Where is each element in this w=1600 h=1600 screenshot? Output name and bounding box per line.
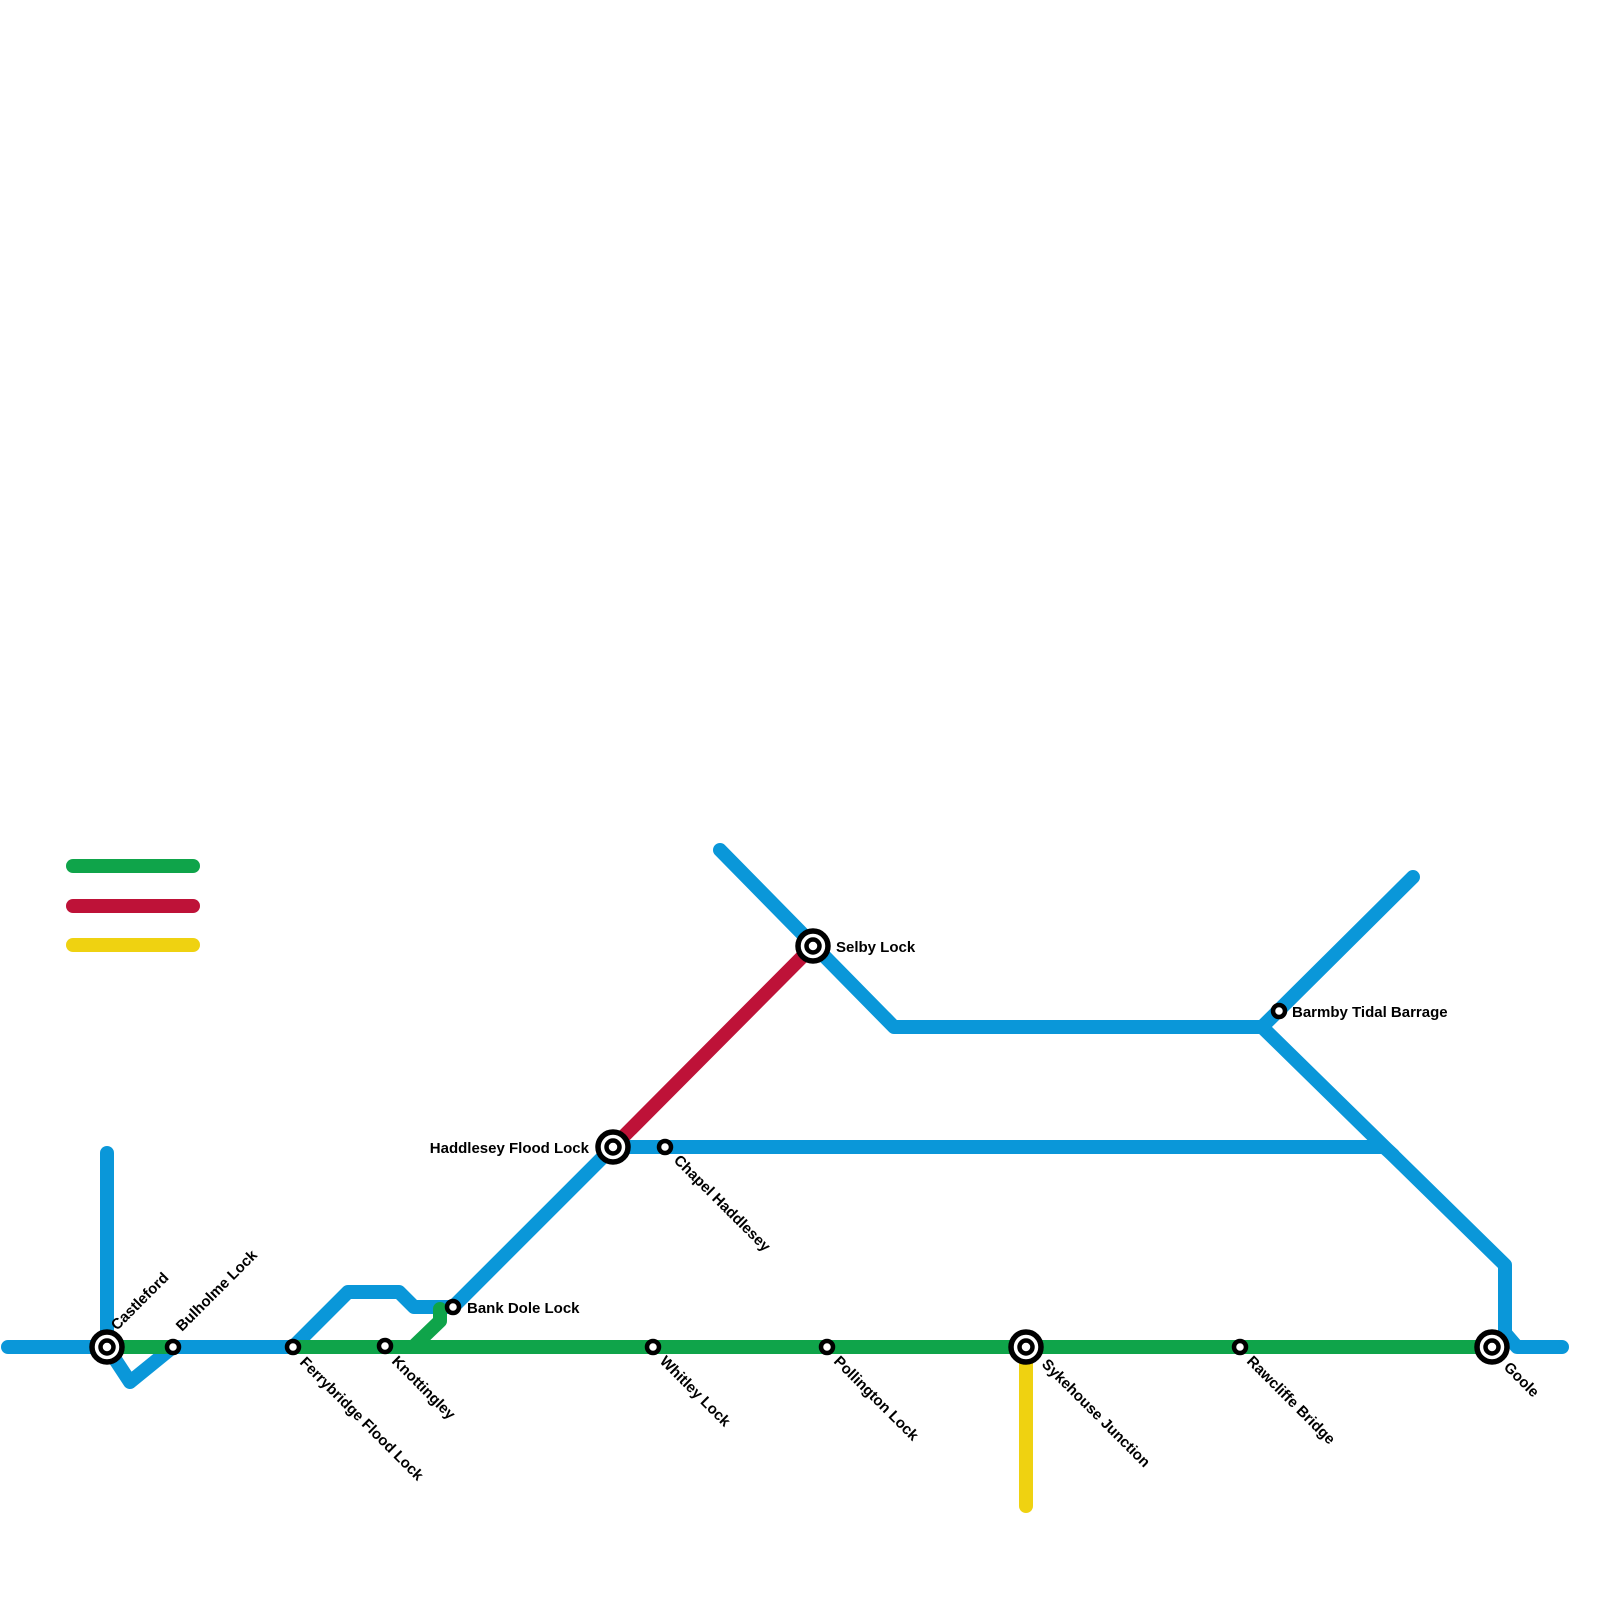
station-label-sykehouse-junction: Sykehouse Junction (1038, 1356, 1153, 1471)
stop-marker (164, 1338, 182, 1356)
interchange-marker-inner (98, 1338, 116, 1356)
line-selby-canal (606, 939, 820, 1154)
stop-marker (444, 1298, 462, 1316)
station-label-castleford: Castleford (108, 1269, 172, 1333)
station-chapel-haddlesey[interactable]: Chapel Haddlesey (656, 1138, 774, 1256)
interchange-marker-inner (1017, 1338, 1035, 1356)
line-river-ouse-upper-branch (1255, 870, 1420, 1034)
station-label-whitley-lock: Whitley Lock (656, 1353, 734, 1431)
station-bulholme-lock[interactable]: Bulholme Lock (164, 1246, 262, 1356)
station-label-selby-lock: Selby Lock (836, 939, 916, 956)
interchange-marker-inner (604, 1138, 622, 1156)
station-label-bank-dole-lock: Bank Dole Lock (467, 1300, 580, 1317)
station-label-haddlesey-flood-lock: Haddlesey Flood Lock (430, 1140, 590, 1157)
station-pollington-lock[interactable]: Pollington Lock (818, 1338, 922, 1445)
station-label-rawcliffe-bridge: Rawcliffe Bridge (1243, 1353, 1338, 1448)
station-whitley-lock[interactable]: Whitley Lock (644, 1338, 734, 1431)
station-label-goole: Goole (1500, 1359, 1542, 1401)
line-river-ouse (713, 843, 1569, 1354)
station-label-bulholme-lock: Bulholme Lock (173, 1246, 262, 1335)
stop-marker (1231, 1338, 1249, 1356)
stop-marker (1270, 1002, 1288, 1020)
interchange-marker-inner (804, 937, 822, 955)
station-barmby-tidal-barrage[interactable]: Barmby Tidal Barrage (1270, 1002, 1448, 1021)
station-label-knottingley: Knottingley (388, 1353, 459, 1424)
stop-marker (818, 1338, 836, 1356)
station-bank-dole-lock[interactable]: Bank Dole Lock (444, 1298, 580, 1317)
line-river-aire (1, 1140, 1400, 1389)
stop-marker (644, 1338, 662, 1356)
stop-marker (376, 1337, 394, 1355)
station-label-barmby-tidal-barrage: Barmby Tidal Barrage (1292, 1004, 1448, 1021)
station-haddlesey-flood-lock[interactable]: Haddlesey Flood Lock (430, 1129, 631, 1165)
station-label-chapel-haddlesey: Chapel Haddlesey (670, 1152, 774, 1256)
line-navigation-bank-dole-branch (406, 1302, 447, 1354)
station-rawcliffe-bridge[interactable]: Rawcliffe Bridge (1231, 1338, 1338, 1448)
interchange-marker-inner (1483, 1338, 1501, 1356)
station-selby-lock[interactable]: Selby Lock (795, 928, 916, 964)
stop-marker (284, 1338, 302, 1356)
stop-marker (656, 1138, 674, 1156)
station-label-pollington-lock: Pollington Lock (830, 1353, 922, 1445)
